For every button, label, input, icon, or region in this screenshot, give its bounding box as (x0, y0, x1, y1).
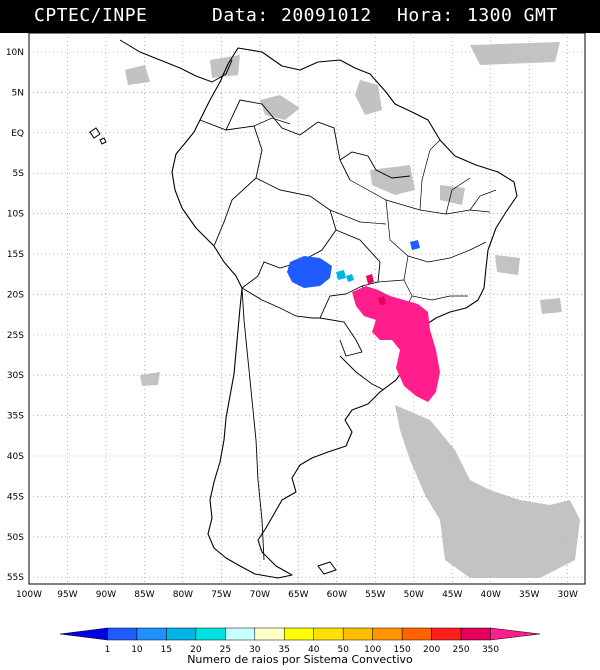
header-hour-label: Hora: (397, 5, 454, 26)
longitude-tick-label: 80W (173, 590, 193, 600)
colorbar-tick-label: 15 (161, 645, 172, 655)
latitude-labels: 10N 5N EQ 5S 10S 15S 20S 25S 30S 35S 40S 45S 50S 55S (6, 48, 24, 583)
map-header: CPTEC/INPE Data: 20091012 Hora: 1300 GMT (0, 0, 600, 33)
galapagos-islands (89, 127, 107, 145)
cloud-patch (440, 185, 465, 205)
colorbar-tick-label: 100 (364, 645, 381, 655)
colorbar-tick-label: 350 (482, 645, 499, 655)
colorbar-tick-label: 250 (452, 645, 469, 655)
longitude-tick-label: 90W (96, 590, 116, 600)
colorbar-swatch (59, 627, 108, 641)
latitude-tick-label: 10N (6, 48, 24, 58)
colorbar-swatch (195, 627, 226, 641)
colorbar-tick-label: 25 (220, 645, 231, 655)
cloud-patch (495, 255, 520, 275)
colorbar-tick-label: 10 (131, 645, 143, 655)
latitude-tick-label: 30S (7, 371, 24, 381)
cloud-patch (470, 42, 560, 65)
longitude-tick-label: 40W (481, 590, 501, 600)
country-borders (199, 99, 413, 561)
convective-system-magenta (352, 286, 440, 402)
latitude-tick-label: 35S (7, 412, 24, 422)
colorbar-labels: 1 10 15 20 25 30 35 40 50 100 150 200 250 350 (105, 645, 500, 655)
latitude-tick-label: EQ (11, 129, 24, 139)
gridlines (29, 33, 585, 584)
header-date: 20091012 (281, 5, 372, 26)
colorbar-tick-label: 20 (190, 645, 202, 655)
colorbar (59, 627, 541, 641)
cloud-patch (140, 372, 160, 386)
central-america-coastline (119, 39, 233, 83)
longitude-tick-label: 35W (519, 590, 539, 600)
longitude-tick-label: 65W (288, 590, 308, 600)
convective-system-cyan-small (336, 270, 354, 282)
colorbar-swatch (313, 627, 344, 641)
longitude-tick-label: 30W (558, 590, 578, 600)
colorbar-swatch (225, 627, 256, 641)
convective-system-blue-small (410, 240, 420, 250)
cloud-patch (355, 80, 382, 115)
longitude-labels: 100W 95W 90W 85W 80W 75W 70W 65W 60W 55W 50W 45W 40W… (16, 590, 578, 600)
colorbar-tick-label: 150 (394, 645, 411, 655)
colorbar-swatch (490, 627, 541, 641)
colorbar-swatch (401, 627, 432, 641)
header-date-label: Data: (212, 5, 269, 26)
latitude-tick-label: 5S (13, 169, 25, 179)
header-hour: 1300 GMT (467, 5, 558, 26)
latitude-tick-label: 5N (12, 88, 24, 98)
longitude-tick-label: 70W (250, 590, 270, 600)
convective-systems (287, 240, 440, 402)
south-america-coastline (171, 47, 518, 579)
colorbar-swatch (372, 627, 403, 641)
latitude-tick-label: 25S (7, 331, 24, 341)
colorbar-swatch (460, 627, 491, 641)
convective-system-blue-large (287, 256, 332, 288)
colorbar-tick-label: 200 (423, 645, 440, 655)
colorbar-tick-label: 50 (337, 645, 349, 655)
latitude-tick-label: 20S (7, 290, 24, 300)
cloud-patch (125, 65, 150, 85)
colorbar-swatch (107, 627, 138, 641)
colorbar-tick-label: 40 (308, 645, 320, 655)
longitude-tick-label: 100W (16, 590, 42, 600)
longitude-tick-label: 55W (365, 590, 385, 600)
longitude-tick-label: 85W (134, 590, 154, 600)
latitude-tick-label: 40S (7, 452, 24, 462)
cloud-patch (540, 298, 562, 314)
south-atlantic-cloud-band (395, 405, 580, 578)
colorbar-swatch (431, 627, 462, 641)
latitude-tick-label: 15S (7, 250, 24, 260)
latitude-tick-label: 10S (7, 210, 24, 220)
longitude-tick-label: 50W (404, 590, 424, 600)
latitude-tick-label: 55S (7, 573, 24, 583)
cloud-patch (210, 55, 240, 78)
colorbar-tick-label: 1 (105, 645, 111, 655)
falkland-islands (317, 561, 337, 575)
latitude-tick-label: 45S (7, 492, 24, 502)
colorbar-swatch (254, 627, 285, 641)
colorbar-tick-label: 30 (249, 645, 261, 655)
latitude-tick-label: 50S (7, 533, 24, 543)
longitude-tick-label: 95W (57, 590, 77, 600)
colorbar-title: Numero de raios por Sistema Convectivo (187, 653, 413, 666)
longitude-tick-label: 45W (442, 590, 462, 600)
colorbar-swatch (284, 627, 314, 641)
longitude-tick-label: 75W (211, 590, 231, 600)
convective-system-magenta-fragments (366, 274, 386, 305)
colorbar-swatch (166, 627, 197, 641)
colorbar-tick-label: 35 (279, 645, 290, 655)
longitude-tick-label: 60W (327, 590, 347, 600)
colorbar-swatch (342, 627, 373, 641)
colorbar-swatch (136, 627, 167, 641)
header-source: CPTEC/INPE (34, 5, 148, 26)
